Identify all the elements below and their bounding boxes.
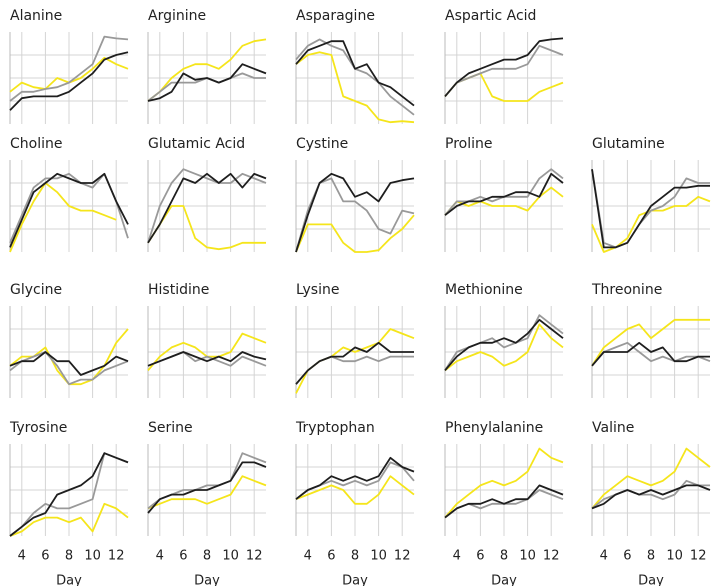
series-line (591, 447, 711, 509)
x-tick-label: 12 (543, 549, 560, 564)
series-line (444, 186, 564, 216)
panel-title: Arginine (148, 8, 206, 24)
series-line (9, 351, 129, 386)
series-line (295, 51, 415, 124)
x-tick-label: 6 (41, 549, 49, 564)
x-axis-label: Day (638, 574, 664, 586)
series-line (9, 182, 117, 253)
series-line (591, 169, 710, 249)
panel-title: Serine (148, 420, 193, 436)
panel-title: Valine (592, 420, 634, 436)
series-line (444, 37, 564, 97)
x-tick-label: 4 (304, 549, 312, 564)
x-tick-label: 6 (623, 549, 631, 564)
series-line (295, 172, 415, 253)
x-tick-label: 10 (666, 549, 683, 564)
panel-title: Tyrosine (9, 420, 67, 436)
series-line (147, 168, 267, 244)
panel-title: Glycine (10, 282, 62, 298)
series-line (591, 484, 711, 510)
x-tick-label: 4 (600, 549, 608, 564)
panel-title: Choline (10, 136, 62, 152)
panel-title: Histidine (148, 282, 209, 298)
series-line (147, 63, 267, 102)
x-tick-label: 10 (84, 549, 101, 564)
x-tick-label: 10 (519, 549, 536, 564)
x-tick-label: 10 (370, 549, 387, 564)
series-line (295, 341, 414, 385)
x-axis-label: Day (194, 574, 220, 586)
x-tick-label: 8 (203, 549, 211, 564)
series-line (591, 479, 710, 510)
series-line (147, 38, 267, 102)
x-tick-label: 12 (394, 549, 411, 564)
series-line (444, 172, 564, 216)
x-tick-label: 8 (647, 549, 655, 564)
panel-title: Methionine (445, 282, 523, 298)
series-line (444, 323, 564, 372)
series-line (9, 452, 129, 537)
series-line (591, 341, 711, 367)
series-line (9, 172, 129, 248)
x-tick-label: 6 (327, 549, 335, 564)
series-line (295, 456, 415, 500)
panel-title: Phenylalanine (445, 420, 543, 436)
panel-title: Lysine (296, 282, 339, 298)
x-axis-label: Day (342, 574, 368, 586)
panel-title: Cystine (296, 136, 348, 152)
series-line (591, 341, 710, 367)
series-line (591, 169, 710, 249)
panel-title: Glutamic Acid (148, 136, 245, 152)
x-tick-label: 6 (476, 549, 484, 564)
series-line (295, 40, 415, 107)
x-tick-label: 4 (156, 549, 164, 564)
x-tick-label: 12 (246, 549, 263, 564)
series-line (147, 351, 267, 367)
series-line (147, 461, 267, 514)
series-line (147, 172, 267, 244)
series-line (147, 205, 266, 251)
x-tick-label: 8 (500, 549, 508, 564)
series-line (444, 314, 564, 371)
series-line (295, 214, 415, 253)
x-tick-label: 12 (108, 549, 125, 564)
x-tick-label: 8 (351, 549, 359, 564)
x-tick-label: 8 (65, 549, 73, 564)
panel-title: Glutamine (592, 136, 665, 152)
panel-title: Threonine (591, 282, 662, 298)
x-tick-label: 6 (179, 549, 187, 564)
x-tick-label: 4 (18, 549, 26, 564)
x-axis-label: Day (491, 574, 517, 586)
series-line (9, 502, 129, 537)
series-line (591, 318, 710, 367)
series-line (9, 351, 129, 376)
x-tick-label: 4 (453, 549, 461, 564)
panel-title: Alanine (10, 8, 62, 24)
series-line (444, 484, 564, 519)
x-axis-label: Day (56, 574, 82, 586)
series-line (9, 35, 129, 102)
panel-title: Aspartic Acid (445, 8, 536, 24)
series-line (444, 44, 564, 97)
x-tick-label: 12 (690, 549, 707, 564)
panel-title: Tryptophan (295, 420, 375, 436)
panel-title: Proline (445, 136, 492, 152)
series-line (9, 51, 129, 111)
x-tick-label: 10 (222, 549, 239, 564)
series-line (444, 447, 564, 519)
series-line (147, 475, 267, 510)
series-line (295, 475, 415, 505)
panel-title: Asparagine (296, 8, 375, 24)
series-line (444, 318, 564, 371)
